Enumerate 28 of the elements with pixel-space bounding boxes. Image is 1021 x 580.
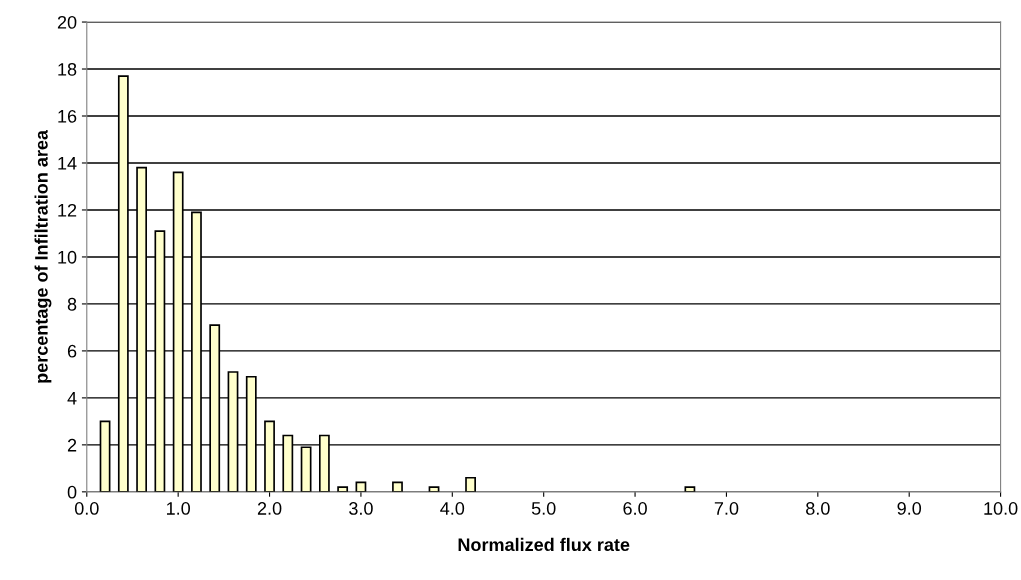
y-tick-label: 8 xyxy=(67,297,77,311)
bar xyxy=(337,486,349,492)
x-tick-label: 6.0 xyxy=(623,502,647,515)
y-tick-label: 18 xyxy=(58,62,77,76)
bar xyxy=(684,486,696,492)
y-tick-label: 12 xyxy=(58,203,77,217)
x-axis-title: Normalized flux rate xyxy=(458,537,630,552)
x-tick-label: 0.0 xyxy=(74,502,99,515)
bar xyxy=(465,476,476,492)
y-tick-label: 14 xyxy=(58,157,77,170)
y-tick-label: 4 xyxy=(67,392,77,405)
x-tick-label: 4.0 xyxy=(440,502,465,515)
y-tick-label: 16 xyxy=(58,109,77,123)
y-axis-title: percentage of Infiltration area xyxy=(34,129,52,383)
x-tick-label: 9.0 xyxy=(897,502,922,515)
y-tick-label: 0 xyxy=(67,485,77,499)
x-tick-label: 7.0 xyxy=(714,502,739,515)
x-tick-label: 8.0 xyxy=(806,502,830,515)
y-tick-label: 10 xyxy=(58,250,77,264)
x-tick-label: 1.0 xyxy=(166,502,191,515)
x-tick-label: 3.0 xyxy=(349,502,373,515)
y-tick-label: 20 xyxy=(57,15,77,29)
bar xyxy=(392,481,403,492)
y-tick-label: 6 xyxy=(67,344,77,358)
x-tick-label: 10.0 xyxy=(984,502,1018,515)
x-tick-label: 2.0 xyxy=(257,502,282,515)
x-tick-label: 5.0 xyxy=(531,502,556,515)
y-tick-label: 2 xyxy=(67,438,77,452)
